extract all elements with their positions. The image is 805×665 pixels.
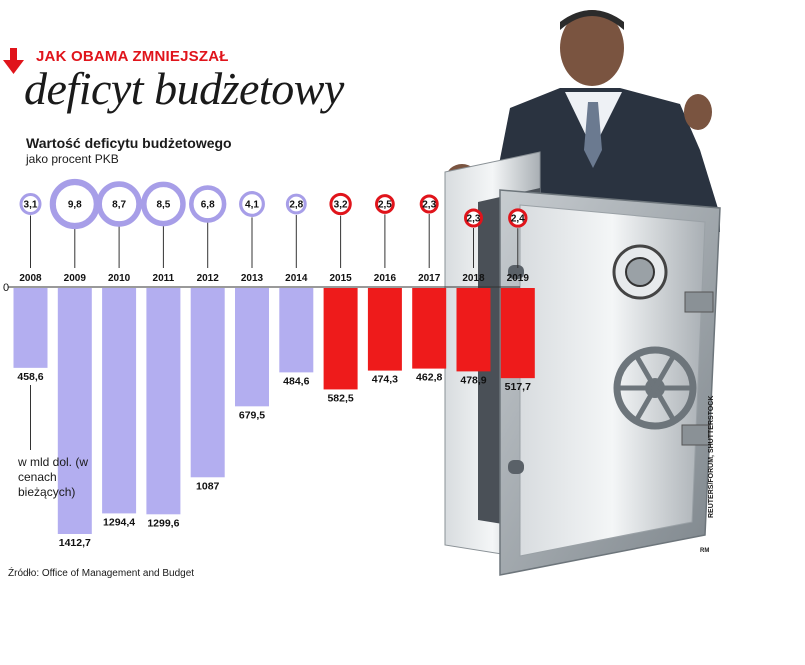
bar-value-label: 1412,7: [59, 537, 91, 549]
pct-gdp-label: 4,1: [245, 200, 259, 211]
deficit-bar: [102, 288, 137, 514]
pct-gdp-ring: [141, 181, 186, 227]
year-label: 2019: [507, 273, 530, 284]
pct-gdp-ring: [189, 185, 227, 223]
figure-head: [560, 10, 624, 86]
figure-tie: [584, 102, 602, 168]
year-label: 2009: [64, 273, 87, 284]
bar-value-label: 1299,6: [147, 517, 179, 529]
deficit-bar: [146, 288, 181, 515]
year-label: 2016: [374, 273, 397, 284]
bar-value-label: 462,8: [416, 372, 442, 384]
deficit-bar: [500, 288, 535, 379]
pct-gdp-label: 2,5: [378, 200, 392, 211]
bar-value-label: 1087: [196, 480, 220, 492]
deficit-bar: [367, 288, 402, 371]
pct-gdp-label: 8,7: [112, 200, 126, 211]
year-label: 2013: [241, 273, 264, 284]
bar-value-label: 679,5: [239, 409, 265, 421]
pct-gdp-label: 3,1: [24, 200, 38, 211]
year-label: 2015: [329, 273, 352, 284]
pct-gdp-label: 8,5: [156, 200, 170, 211]
year-label: 2014: [285, 273, 308, 284]
pct-gdp-label: 6,8: [201, 200, 215, 211]
bar-value-label: 484,6: [283, 375, 309, 387]
safe-wheel: [613, 346, 697, 430]
page-title: deficyt budżetowy: [24, 63, 344, 114]
chart-title: Wartość deficytu budżetowego: [26, 135, 232, 151]
deficit-bar: [13, 288, 48, 368]
bar-value-label: 1294,4: [103, 516, 135, 528]
bar-value-label: 474,3: [372, 374, 398, 386]
pct-gdp-ring: [239, 191, 265, 217]
kicker-text: JAK OBAMA ZMNIEJSZAŁ: [36, 48, 229, 65]
pct-gdp-ring: [419, 194, 439, 214]
down-arrow-icon: [3, 48, 24, 74]
bar-value-label: 582,5: [327, 392, 353, 404]
deficit-bar: [235, 288, 269, 407]
pct-gdp-label: 2,3: [422, 200, 436, 211]
source-note: Źródło: Office of Management and Budget: [8, 568, 195, 579]
year-label: 2011: [153, 273, 175, 284]
pct-gdp-label: 2,3: [467, 214, 481, 225]
year-label: 2017: [418, 273, 441, 284]
deficit-bar: [57, 288, 92, 534]
bar-value-label: 517,7: [505, 381, 531, 393]
zero-tick-label: 0: [3, 282, 9, 294]
year-label: 2008: [19, 273, 42, 284]
pct-gdp-ring: [285, 193, 307, 215]
year-label: 2012: [197, 273, 220, 284]
deficit-bar: [412, 288, 447, 369]
bar-value-label: 478,9: [460, 374, 486, 386]
figure-hand: [684, 94, 712, 130]
author-signature: RM: [700, 548, 710, 554]
photo-credit: REUTERS/FORUM, SHUTTERSTOCK: [708, 395, 715, 518]
pct-gdp-ring: [508, 208, 528, 228]
pct-gdp-ring: [19, 193, 42, 215]
deficit-bar: [279, 288, 314, 373]
bar-value-label: 458,6: [17, 371, 43, 383]
deficit-bar: [190, 288, 225, 478]
chart-subtitle: jako procent PKB: [26, 152, 119, 166]
pct-gdp-label: 3,2: [334, 200, 348, 211]
pct-gdp-label: 2,4: [511, 214, 525, 225]
unit-label: w mld dol. (w cenach bieżących): [18, 455, 89, 499]
pct-gdp-label: 2,8: [289, 200, 303, 211]
year-label: 2010: [108, 273, 131, 284]
pct-gdp-ring: [329, 192, 352, 216]
deficit-bar: [456, 288, 491, 372]
year-label: 2018: [462, 273, 485, 284]
deficit-bar: [323, 288, 358, 390]
pct-gdp-ring: [464, 208, 483, 228]
pct-gdp-label: 9,8: [68, 200, 82, 211]
pct-gdp-ring: [375, 194, 395, 214]
pct-gdp-ring: [96, 181, 142, 227]
